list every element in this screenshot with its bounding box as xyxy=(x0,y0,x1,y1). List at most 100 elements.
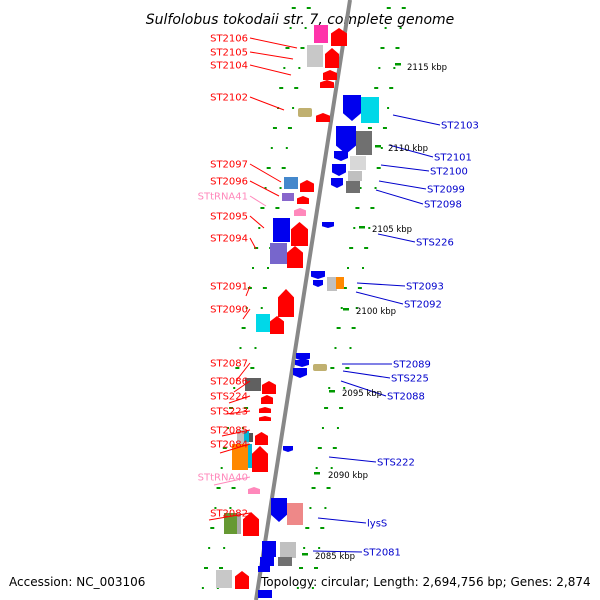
label-leader-line xyxy=(380,164,430,172)
scale-tick xyxy=(314,472,320,475)
tick-dot xyxy=(254,247,259,249)
gene-label-left: ST2086 xyxy=(210,377,248,388)
label-leader-line xyxy=(249,96,285,111)
label-leader-line xyxy=(219,443,251,454)
tick-dot xyxy=(374,87,379,89)
tick-dot xyxy=(374,187,377,189)
tick-dot xyxy=(245,307,248,309)
tick-dot xyxy=(315,467,318,469)
gene-arrow xyxy=(323,70,337,80)
tick-dot xyxy=(279,187,282,189)
label-leader-line xyxy=(312,550,363,553)
label-leader-line xyxy=(249,37,298,49)
tick-dot xyxy=(204,567,209,569)
gene-feature xyxy=(280,542,296,558)
gene-arrow xyxy=(325,48,339,68)
gene-arrow xyxy=(235,571,249,589)
gene-feature xyxy=(346,181,360,193)
gene-arrow xyxy=(248,487,260,494)
accession-text: Accession: NC_003106 xyxy=(9,575,145,589)
gene-feature xyxy=(284,177,298,189)
tick-dot xyxy=(340,307,343,309)
gene-label-left: ST2096 xyxy=(210,177,248,188)
tick-dot xyxy=(270,147,273,149)
tick-dot xyxy=(279,87,284,89)
gene-label-left: ST2097 xyxy=(210,160,248,171)
scale-label: 2095 kbp xyxy=(342,389,382,399)
gene-feature xyxy=(262,541,276,557)
tick-dot xyxy=(389,87,394,89)
label-leader-line xyxy=(392,114,441,126)
gene-arrow xyxy=(316,113,330,122)
label-leader-line xyxy=(228,395,251,404)
label-leader-line xyxy=(235,362,251,382)
scale-tick xyxy=(329,390,335,393)
gene-feature xyxy=(232,444,248,470)
gene-label-left: ST2105 xyxy=(210,48,248,59)
label-leader-line xyxy=(249,163,282,183)
tick-dot xyxy=(330,467,333,469)
tick-dot xyxy=(303,547,306,549)
tick-dot xyxy=(367,127,372,129)
tick-dot xyxy=(311,487,316,489)
tick-dot xyxy=(317,447,322,449)
gene-feature xyxy=(307,45,323,67)
tick-dot xyxy=(320,527,325,529)
label-leader-line xyxy=(242,308,251,320)
tick-dot xyxy=(339,407,344,409)
gene-arrow xyxy=(334,151,348,161)
tick-dot xyxy=(292,107,295,109)
gene-label-right: ST2089 xyxy=(393,360,431,371)
gene-label-left: STS223 xyxy=(210,407,248,418)
label-leader-line xyxy=(317,517,367,524)
scale-label: 2110 kbp xyxy=(388,144,428,154)
map-title: Sulfolobus tokodaii str. 7, complete gen… xyxy=(146,12,455,28)
gene-label-left: ST2082 xyxy=(210,509,248,520)
tick-dot xyxy=(332,447,337,449)
label-leader-line xyxy=(208,512,251,521)
tick-dot xyxy=(326,487,331,489)
tick-dot xyxy=(376,167,381,169)
tick-dot xyxy=(309,507,312,509)
tick-dot xyxy=(241,427,244,429)
gene-feature xyxy=(273,218,290,242)
gene-label-left: ST2087 xyxy=(210,359,248,370)
gene-label-right: ST2088 xyxy=(387,392,425,403)
tick-dot xyxy=(355,307,358,309)
gene-feature xyxy=(224,513,238,534)
gene-label-left: ST2085 xyxy=(210,426,248,437)
gene-label-right: ST2098 xyxy=(424,200,462,211)
tick-dot xyxy=(229,407,234,409)
gene-label-left: STS224 xyxy=(210,392,248,403)
gene-feature xyxy=(260,557,274,566)
label-leader-line xyxy=(328,456,377,463)
tick-dot xyxy=(219,567,224,569)
gene-feature xyxy=(313,364,327,371)
gene-feature xyxy=(248,444,252,468)
gene-label-right: ST2092 xyxy=(404,300,442,311)
label-leader-line xyxy=(378,180,427,190)
gene-feature xyxy=(256,314,270,332)
label-leader-line xyxy=(355,291,404,305)
tick-dot xyxy=(235,367,240,369)
tick-dot xyxy=(311,587,314,589)
tick-dot xyxy=(223,547,226,549)
tick-dot xyxy=(210,527,215,529)
gene-arrow xyxy=(331,28,347,46)
scale-label: 2115 kbp xyxy=(407,63,447,73)
label-leader-line xyxy=(342,370,391,379)
tick-dot xyxy=(294,87,299,89)
tick-dot xyxy=(241,327,246,329)
scale-tick xyxy=(395,63,401,66)
gene-label-left: STtRNA41 xyxy=(198,192,248,203)
gene-arrow xyxy=(331,178,343,188)
tick-dot xyxy=(386,7,391,9)
label-leader-line xyxy=(213,476,251,486)
tick-dot xyxy=(260,307,263,309)
label-leader-line xyxy=(377,233,416,243)
tick-dot xyxy=(233,387,236,389)
tick-dot xyxy=(208,547,211,549)
tick-dot xyxy=(216,487,221,489)
scale-label: 2085 kbp xyxy=(315,552,355,562)
label-leader-line xyxy=(249,237,257,250)
